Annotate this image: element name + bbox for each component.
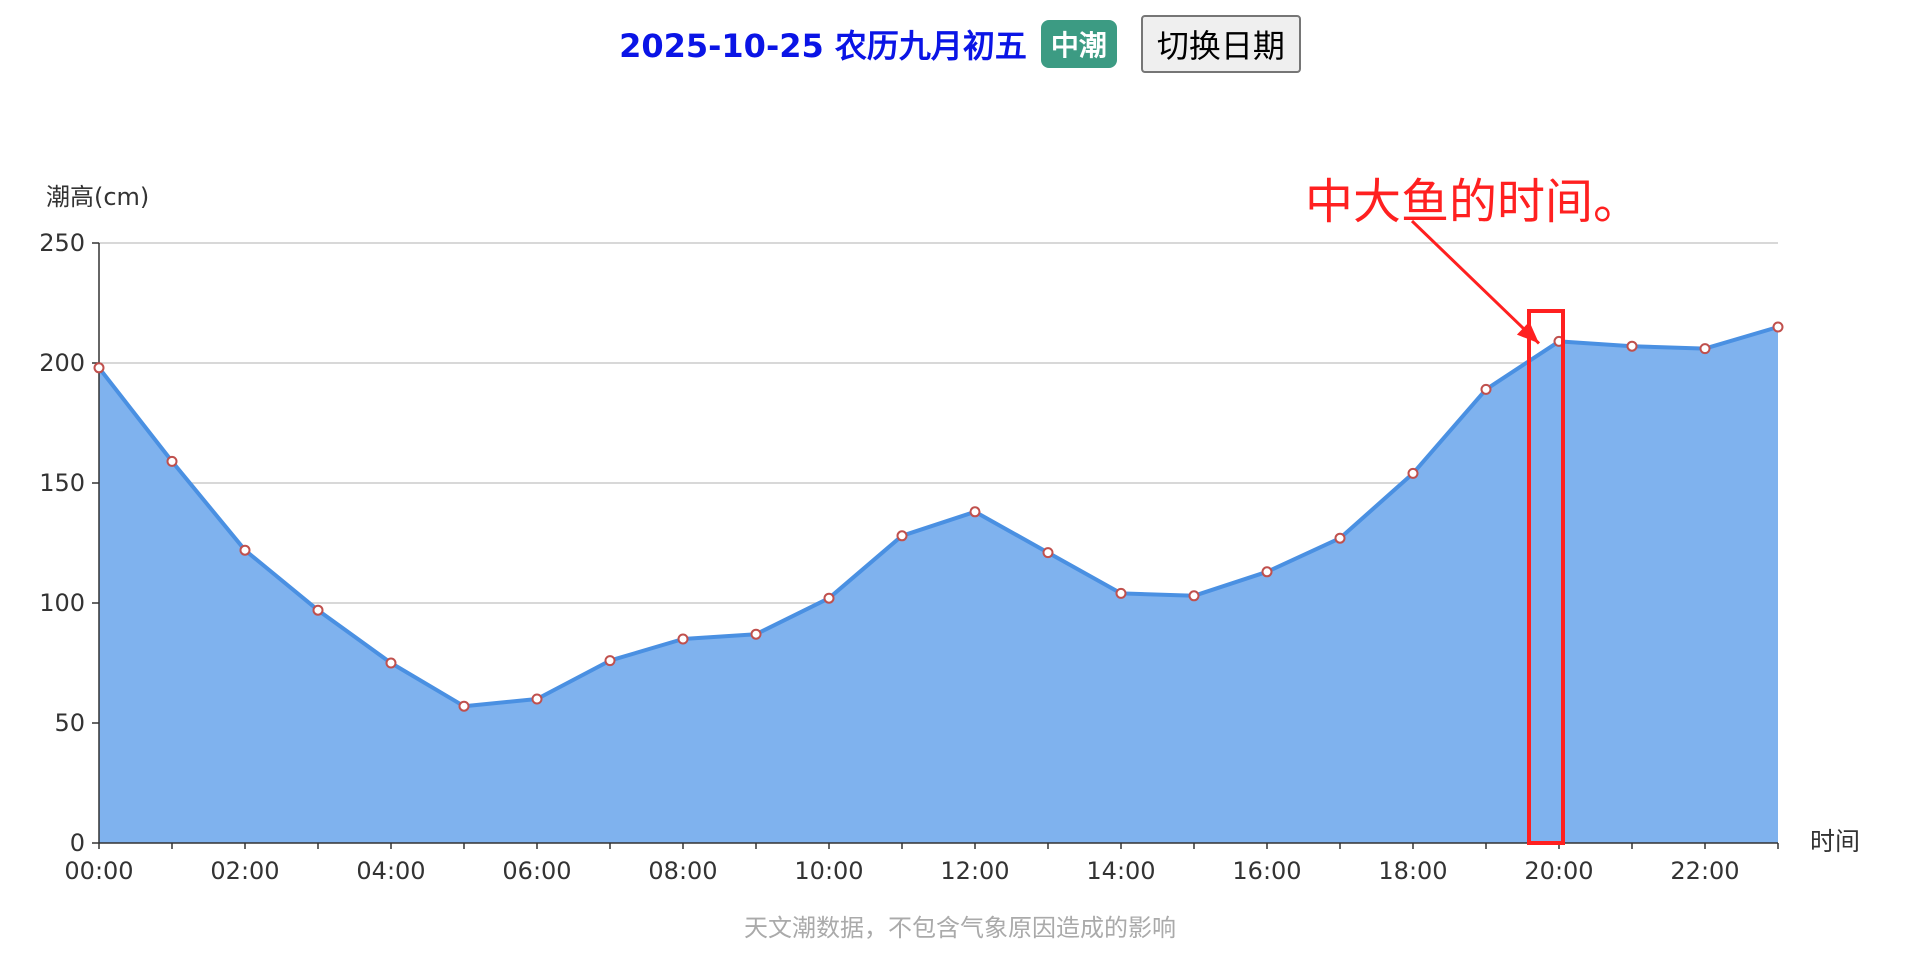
x-tick-label: 00:00: [64, 857, 133, 885]
x-tick-label: 16:00: [1232, 857, 1301, 885]
data-point: [750, 628, 762, 640]
y-tick-label: 0: [70, 829, 85, 857]
data-point: [166, 455, 178, 467]
annotation-arrow: [1410, 219, 1541, 345]
data-point: [1480, 383, 1492, 395]
x-tick-label: 22:00: [1670, 857, 1739, 885]
x-tick-label: 14:00: [1086, 857, 1155, 885]
data-point: [239, 544, 251, 556]
data-point: [1699, 343, 1711, 355]
data-point: [677, 633, 689, 645]
annotation-text: 中大鱼的时间。: [1305, 174, 1641, 230]
date-title: 2025-10-25 农历九月初五: [619, 27, 1027, 65]
y-tick-label: 50: [54, 709, 85, 737]
tide-badge: 中潮: [1040, 20, 1117, 68]
y-tick-label: 150: [39, 469, 85, 497]
data-point: [1334, 532, 1346, 544]
data-point: [1042, 547, 1054, 559]
y-tick-label: 250: [39, 229, 85, 257]
data-point: [896, 530, 908, 542]
data-point: [93, 362, 105, 374]
data-point: [1261, 566, 1273, 578]
x-tick-label: 02:00: [210, 857, 279, 885]
x-tick-label: 20:00: [1524, 857, 1593, 885]
header: 2025-10-25 农历九月初五 中潮 切换日期: [0, 14, 1920, 74]
highlight-box: [1527, 309, 1565, 845]
switch-date-button[interactable]: 切换日期: [1140, 15, 1301, 73]
data-point: [1626, 340, 1638, 352]
data-point: [531, 693, 543, 705]
x-tick-label: 08:00: [648, 857, 717, 885]
tide-line: [97, 325, 1779, 709]
tide-area: [99, 327, 1778, 843]
x-tick-label: 10:00: [794, 857, 863, 885]
x-tick-label: 12:00: [940, 857, 1009, 885]
x-tick-label: 06:00: [502, 857, 571, 885]
data-point: [1772, 321, 1784, 333]
data-point: [604, 655, 616, 667]
data-point: [1188, 590, 1200, 602]
data-point: [458, 700, 470, 712]
data-point: [312, 604, 324, 616]
x-tick-label: 18:00: [1378, 857, 1447, 885]
y-tick-label: 200: [39, 349, 85, 377]
data-point: [823, 592, 835, 604]
data-point: [1115, 587, 1127, 599]
footnote: 天文潮数据，不包含气象原因造成的影响: [744, 914, 1176, 942]
annotation-arrowhead: [1516, 321, 1539, 344]
data-point: [1407, 467, 1419, 479]
x-tick-label: 04:00: [356, 857, 425, 885]
x-axis-label: 时间: [1810, 827, 1860, 856]
data-point: [969, 506, 981, 518]
y-axis-label: 潮高(cm): [46, 183, 149, 211]
y-tick-label: 100: [39, 589, 85, 617]
data-point: [385, 657, 397, 669]
